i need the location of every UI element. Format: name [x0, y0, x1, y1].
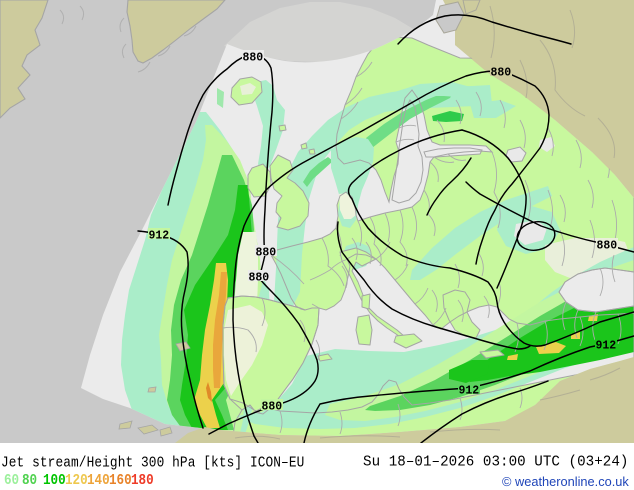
- svg-text:912: 912: [596, 340, 617, 353]
- svg-text:880: 880: [243, 52, 264, 65]
- svg-text:912: 912: [149, 230, 170, 243]
- svg-text:880: 880: [597, 240, 618, 253]
- svg-text:880: 880: [249, 272, 270, 285]
- svg-text:880: 880: [262, 401, 283, 414]
- svg-text:880: 880: [491, 67, 512, 80]
- svg-text:912: 912: [459, 385, 480, 398]
- svg-text:880: 880: [256, 247, 277, 260]
